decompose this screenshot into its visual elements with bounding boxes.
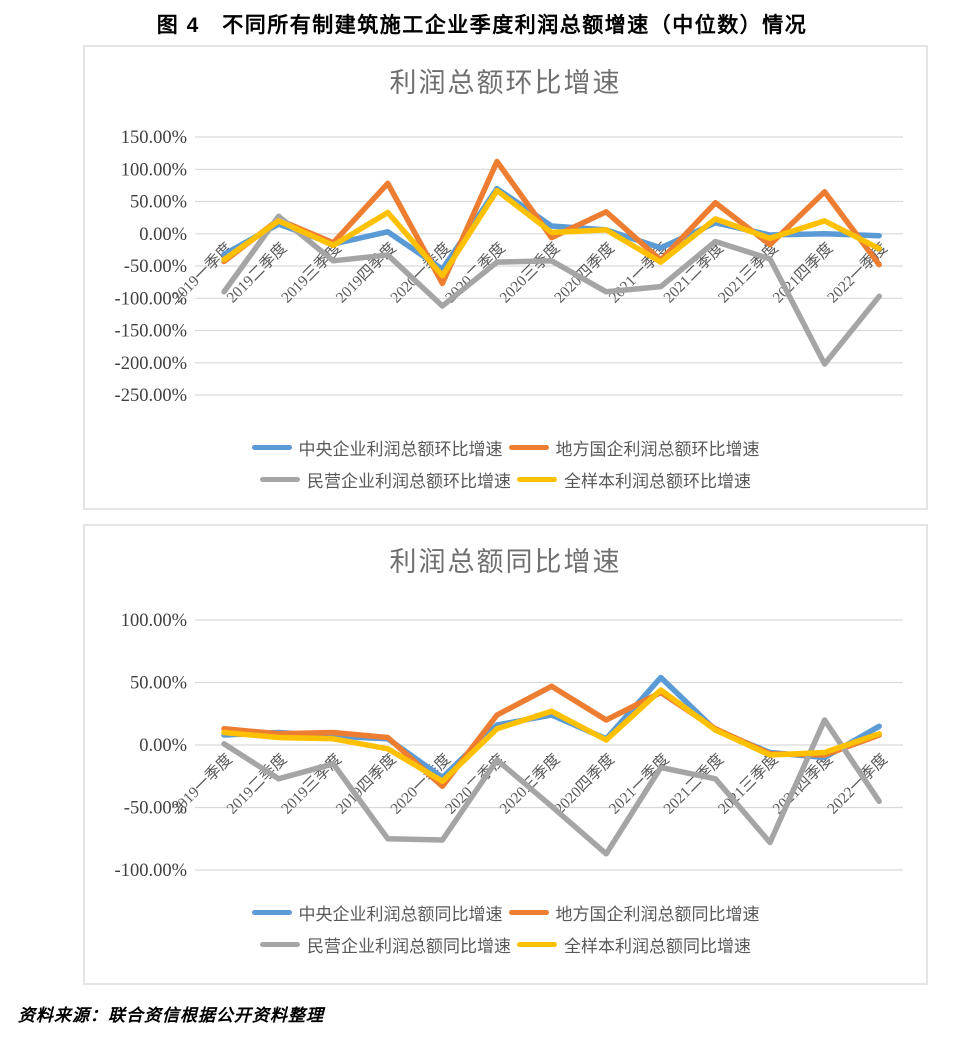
yoy-line-plot: 100.00%50.00%0.00%-50.00%-100.00%2019一季度… (115, 611, 903, 881)
y-axis-tick-label: -200.00% (115, 354, 187, 374)
y-axis-tick-label: -100.00% (115, 289, 187, 309)
legend-swatch-line (251, 910, 292, 915)
legend-label: 民营企业利润总额环比增速 (307, 472, 511, 491)
y-axis-tick-label: 50.00% (130, 674, 187, 694)
y-axis-tick-label: -50.00% (124, 257, 187, 277)
qoq-chart-title: 利润总额环比增速 (389, 68, 622, 98)
series-line-3 (221, 187, 882, 279)
legend-row: 中央企业利润总额同比增速 地方国企利润总额同比增速 (249, 900, 763, 925)
legend-row: 中央企业利润总额环比增速 地方国企利润总额环比增速 (249, 435, 763, 460)
source-note: 资料来源：联合资信根据公开资料整理 (18, 1006, 324, 1025)
y-axis-tick-label: 0.00% (139, 225, 187, 245)
legend-row: 民营企业利润总额环比增速 全样本利润总额环比增速 (257, 467, 754, 492)
legend-item: 中央企业利润总额环比增速 (251, 435, 503, 460)
yoy-chart-title: 利润总额同比增速 (389, 547, 622, 577)
figure-title: 图 4 不同所有制建筑施工企业季度利润总额增速（中位数）情况 (156, 14, 808, 37)
legend-label: 中央企业利润总额环比增速 (298, 440, 503, 459)
legend-item: 全样本利润总额环比增速 (517, 467, 751, 492)
legend-label: 民营企业利润总额同比增速 (307, 937, 511, 956)
series-line-2 (221, 213, 882, 367)
y-axis-tick-label: -150.00% (115, 322, 187, 342)
legend-row: 民营企业利润总额同比增速 全样本利润总额同比增速 (257, 932, 754, 957)
y-axis-tick-label: -50.00% (124, 799, 187, 819)
y-axis-tick-label: 0.00% (139, 736, 187, 756)
y-axis-tick-label: -250.00% (115, 386, 187, 406)
legend-swatch-line (251, 445, 292, 450)
y-axis-tick-label: 100.00% (121, 160, 187, 180)
legend-swatch-line (508, 910, 549, 915)
legend-item: 地方国企利润总额环比增速 (508, 435, 760, 460)
legend-item: 地方国企利润总额同比增速 (508, 900, 760, 925)
legend-label: 地方国企利润总额同比增速 (555, 905, 760, 924)
legend-item: 中央企业利润总额同比增速 (251, 900, 503, 925)
legend-item: 全样本利润总额同比增速 (517, 932, 751, 957)
y-axis-tick-label: 100.00% (121, 611, 187, 631)
legend-label: 地方国企利润总额环比增速 (555, 440, 760, 459)
legend-label: 全样本利润总额同比增速 (564, 937, 751, 956)
y-axis-tick-label: 50.00% (130, 193, 187, 213)
yoy-legend: 中央企业利润总额同比增速 地方国企利润总额同比增速民营企业利润总额同比增速 全样本利… (85, 900, 926, 957)
y-axis-tick-label: 150.00% (121, 128, 187, 148)
qoq-legend: 中央企业利润总额环比增速 地方国企利润总额环比增速民营企业利润总额环比增速 全样本利… (85, 435, 926, 492)
legend-swatch-line (260, 942, 300, 947)
legend-label: 全样本利润总额环比增速 (564, 472, 751, 491)
legend-item: 民营企业利润总额环比增速 (260, 467, 511, 492)
legend-swatch-line (517, 477, 557, 482)
series-line-3 (221, 687, 882, 785)
series-line-2 (221, 717, 882, 857)
legend-swatch-line (260, 477, 300, 482)
legend-swatch-line (508, 445, 549, 450)
legend-swatch-line (517, 942, 557, 947)
y-axis-tick-label: -100.00% (115, 861, 187, 881)
chart-panel-yoy-growth: 100.00% 50.00% 0.00% -50.00% -100.00% 2019一季度… (83, 524, 928, 985)
legend-label: 中央企业利润总额同比增速 (298, 905, 503, 924)
legend-item: 民营企业利润总额同比增速 (260, 932, 511, 957)
chart-panel-qoq-growth: 150.00% 100.00% 50.00% 0.00% -50.00% -100.00%… (83, 45, 928, 510)
qoq-line-plot: 150.00% 100.00% 50.00% 0.00% -50.00% -100.00%… (115, 128, 903, 406)
